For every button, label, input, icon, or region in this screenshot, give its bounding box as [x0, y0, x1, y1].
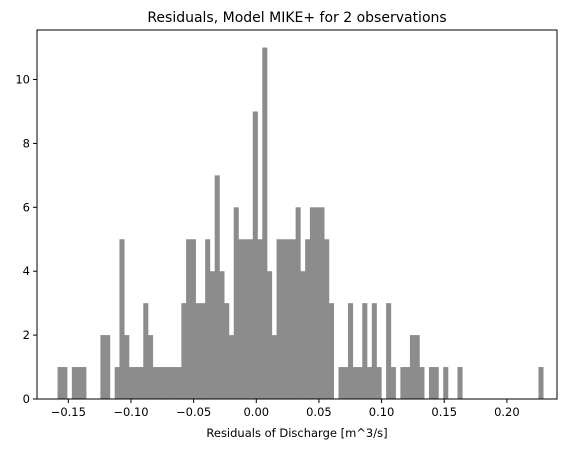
- histogram-bar: [219, 271, 225, 399]
- x-axis-ticks: −0.15 −0.10 −0.05 0.00 0.05 0.10 0.15 0.20: [51, 399, 520, 419]
- histogram-bar: [233, 207, 239, 399]
- histogram-bar: [267, 271, 273, 399]
- histogram-bar: [186, 239, 192, 399]
- x-tick-label: 0.20: [494, 405, 520, 419]
- histogram-bar: [162, 367, 168, 399]
- histogram-bar: [209, 271, 215, 399]
- x-tick-label: 0.00: [243, 405, 269, 419]
- x-axis-label: Residuals of Discharge [m^3/s]: [206, 426, 387, 440]
- histogram-bar: [128, 367, 135, 399]
- histogram-bar: [71, 367, 77, 399]
- x-tick-label: 0.10: [369, 405, 395, 419]
- histogram-bar: [386, 303, 392, 399]
- histogram-bar: [338, 367, 344, 399]
- histogram-bar: [319, 207, 325, 399]
- y-tick-label: 0: [23, 392, 30, 406]
- histogram-bar: [357, 367, 363, 399]
- y-tick-label: 4: [23, 264, 30, 278]
- histogram-bar: [538, 367, 544, 399]
- histogram-bar: [143, 303, 149, 399]
- y-tick-label: 2: [23, 328, 30, 342]
- histogram-bar: [400, 367, 406, 399]
- histogram-bar: [281, 239, 287, 399]
- y-tick-label: 10: [15, 73, 30, 87]
- histogram-bar: [252, 111, 258, 399]
- histogram-bar: [409, 335, 415, 399]
- histogram-bar: [428, 367, 434, 399]
- histogram-bar: [195, 303, 201, 399]
- histogram-bar: [238, 239, 244, 399]
- histogram-bar: [324, 239, 330, 399]
- histogram-bar: [257, 239, 263, 399]
- histogram-bar: [200, 303, 206, 399]
- histogram-bar: [362, 303, 368, 399]
- histogram-bar: [376, 367, 382, 399]
- histogram-bar: [148, 335, 154, 399]
- histogram-bar: [167, 367, 173, 399]
- histogram-bar: [457, 367, 463, 399]
- y-tick-label: 6: [23, 200, 30, 214]
- histogram-bar: [133, 367, 139, 399]
- chart-title: Residuals, Model MIKE+ for 2 observation…: [147, 10, 446, 26]
- histogram-bar: [443, 367, 449, 399]
- x-tick-label: −0.10: [113, 405, 148, 419]
- histogram-bar: [205, 239, 211, 399]
- histogram-bar: [405, 367, 411, 399]
- histogram-bar: [300, 271, 306, 399]
- histogram-bar: [328, 303, 335, 399]
- histogram-bar: [433, 367, 439, 399]
- histogram-bar: [119, 239, 125, 399]
- histogram-bar: [100, 335, 106, 399]
- y-tick-label: 8: [23, 136, 30, 150]
- histogram-bar: [157, 367, 163, 399]
- histogram-bar: [81, 367, 87, 399]
- histogram-bar: [419, 367, 425, 399]
- y-axis-ticks: 0 2 4 6 8 10: [15, 73, 37, 406]
- histogram-bar: [214, 175, 220, 399]
- histogram-bar: [248, 239, 254, 399]
- histogram-bar: [262, 47, 268, 399]
- histogram-bar: [176, 367, 182, 399]
- histogram-bar: [228, 335, 235, 399]
- histogram-bar: [105, 335, 111, 399]
- x-tick-label: 0.05: [306, 405, 332, 419]
- bars-group: [57, 47, 544, 399]
- histogram-bar: [390, 367, 396, 399]
- x-tick-label: −0.05: [176, 405, 211, 419]
- histogram-bar: [138, 367, 144, 399]
- histogram-bar: [62, 367, 68, 399]
- histogram-bar: [352, 367, 358, 399]
- histogram-bar: [190, 239, 196, 399]
- histogram-bar: [276, 239, 282, 399]
- histogram-bar: [309, 207, 315, 399]
- histogram-bar: [367, 367, 373, 399]
- histogram-bar: [286, 239, 292, 399]
- plot-frame: [36, 29, 558, 400]
- histogram-bar: [290, 239, 296, 399]
- histogram-bar: [343, 367, 349, 399]
- x-tick-label: −0.15: [51, 405, 86, 419]
- histogram-bar: [76, 367, 82, 399]
- histogram-bar: [271, 335, 277, 399]
- histogram-bar: [124, 335, 130, 399]
- histogram-bar: [152, 367, 158, 399]
- x-tick-label: 0.15: [431, 405, 457, 419]
- histogram-bar: [57, 367, 63, 399]
- histogram-bar: [224, 303, 230, 399]
- histogram-bar: [371, 303, 377, 399]
- histogram-bar: [171, 367, 177, 399]
- histogram-bar: [414, 335, 420, 399]
- histogram-bar: [314, 207, 320, 399]
- histogram-bar: [305, 239, 311, 399]
- histogram-bar: [348, 303, 354, 399]
- histogram-bar: [181, 303, 187, 399]
- histogram-bar: [295, 207, 301, 399]
- histogram-bar: [243, 239, 249, 399]
- histogram-bar: [114, 367, 120, 399]
